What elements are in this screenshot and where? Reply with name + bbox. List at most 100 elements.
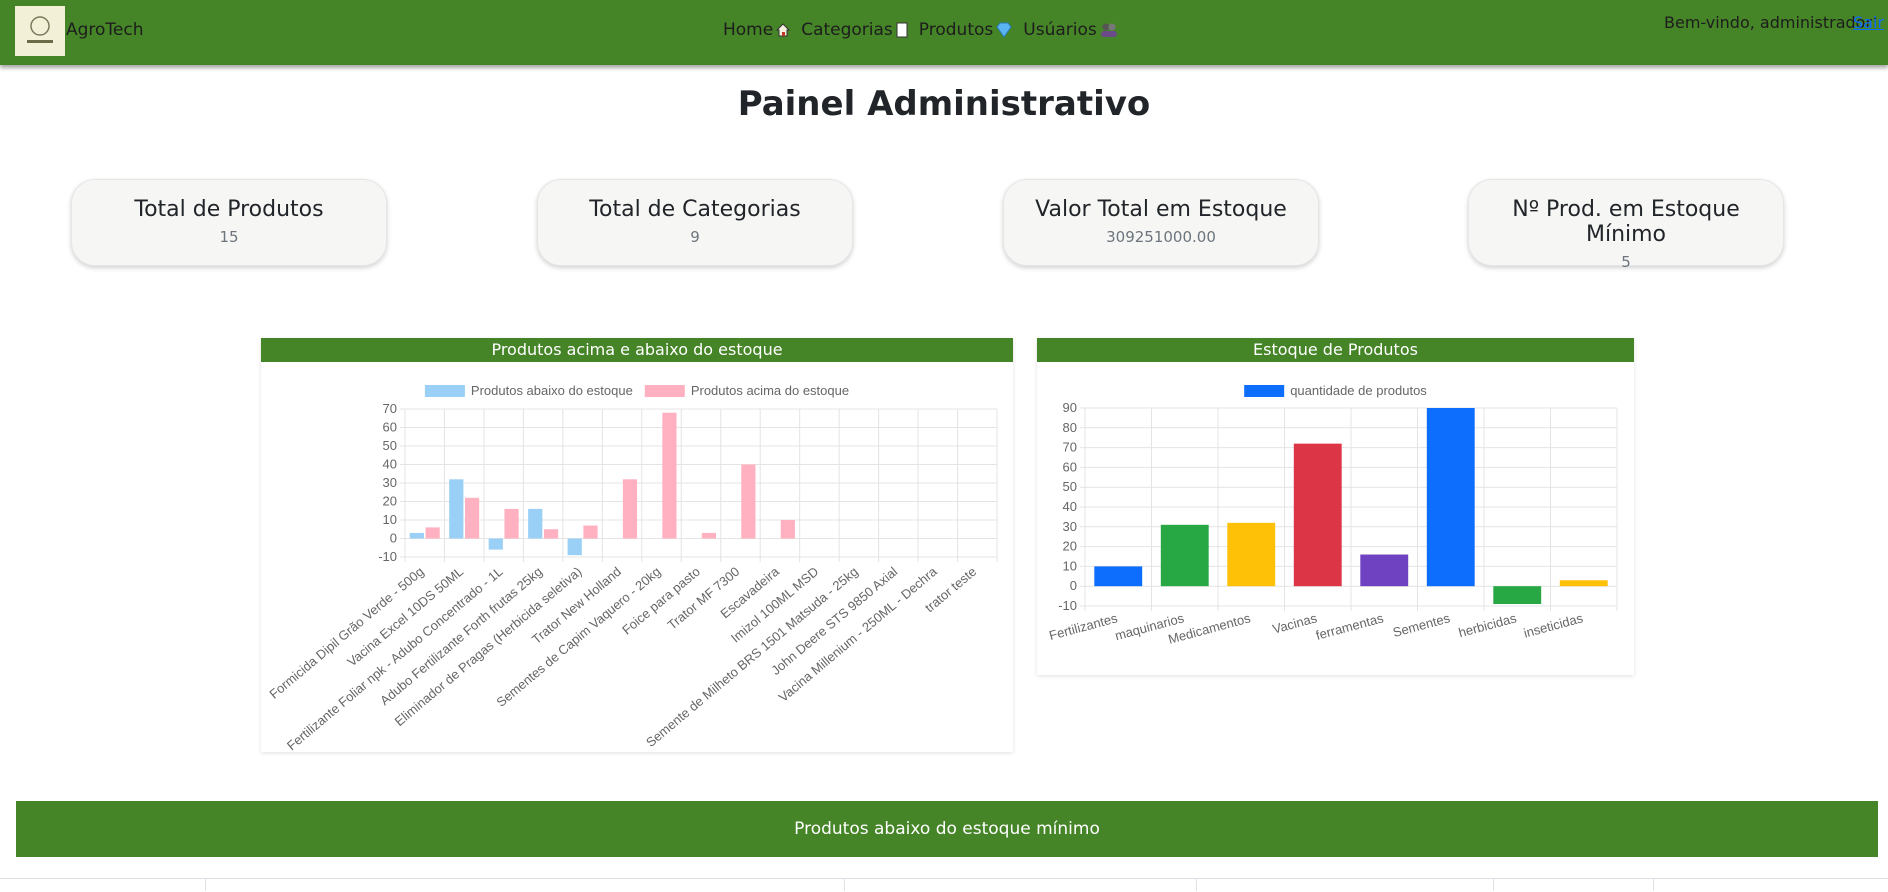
x-tick-label: herbicidas: [1457, 610, 1519, 640]
card-title: Nº Prod. em Estoque Mínimo: [1512, 197, 1740, 247]
y-tick-label: 0: [390, 531, 397, 546]
y-tick-label: 50: [383, 438, 397, 453]
nav-label[interactable]: Home: [723, 20, 774, 40]
y-tick-label: 0: [1070, 578, 1077, 593]
nav-icon: [896, 22, 908, 38]
bar: [1360, 554, 1409, 587]
card-title: Total de Produtos: [134, 197, 324, 222]
x-tick-label: Vacinas: [1271, 610, 1319, 636]
nav-item[interactable]: Home: [723, 20, 791, 40]
bar: [449, 479, 464, 539]
legend-label: Produtos acima do estoque: [691, 383, 849, 398]
y-tick-label: 20: [383, 494, 397, 509]
x-tick-label: Fertilizantes: [1047, 610, 1119, 643]
legend-swatch: [1244, 385, 1285, 397]
y-tick-label: 60: [383, 420, 397, 435]
chart: -100102030405060708090Fertilizantesmaqui…: [1047, 383, 1618, 647]
bar: [1426, 408, 1475, 587]
bar: [1094, 566, 1143, 587]
card-value: 15: [219, 228, 239, 246]
table-row: [0, 878, 1888, 892]
bar: [701, 532, 716, 539]
bar: [567, 538, 582, 556]
logo[interactable]: [15, 6, 65, 56]
y-tick-label: 30: [383, 475, 397, 490]
table-divider: [844, 878, 845, 891]
bar: [1160, 524, 1209, 587]
legend-label: Produtos abaixo do estoque: [471, 383, 633, 398]
legend-item: Produtos abaixo do estoque: [424, 383, 633, 398]
nav-item[interactable]: Produtos: [919, 20, 1013, 40]
nav-icon: [775, 23, 791, 37]
stat-card: Total de Categorias 9: [537, 179, 853, 266]
legend-swatch: [424, 385, 465, 397]
bar: [583, 525, 598, 539]
card-value: 309251000.00: [1106, 228, 1216, 246]
y-tick-label: 10: [1063, 558, 1077, 573]
page-title: Painel Administrativo: [737, 84, 1151, 124]
bar: [504, 508, 519, 539]
bar: [528, 508, 543, 539]
menu: Home Categorias Produtos Usúarios: [723, 20, 1119, 40]
bar: [464, 497, 480, 539]
y-tick-label: 40: [383, 457, 397, 472]
chart-panel: Estoque de Produtos -10 0 10 20 30 40 50 60 70 80…: [1037, 338, 1634, 675]
card-value: 9: [690, 228, 700, 246]
nav-icon: [1100, 23, 1117, 37]
bar: [622, 479, 638, 539]
nav-label[interactable]: Usúarios: [1023, 20, 1097, 40]
bar: [543, 529, 559, 539]
bar: [1293, 443, 1342, 587]
y-tick-label: 70: [1063, 440, 1077, 455]
legend: quantidade de produtos: [1244, 383, 1427, 398]
legend-swatch: [644, 385, 685, 397]
table-divider: [205, 878, 206, 891]
y-tick-label: 70: [383, 401, 397, 416]
y-tick-label: -10: [1058, 598, 1077, 613]
y-tick-label: 20: [1063, 539, 1077, 554]
logout-link[interactable]: Sair: [1853, 13, 1884, 32]
y-tick-label: 10: [383, 512, 397, 527]
stat-card: Nº Prod. em Estoque Mínimo 5: [1468, 179, 1784, 271]
bar: [1227, 522, 1276, 587]
card-title: Total de Categorias: [589, 197, 801, 222]
nav-item[interactable]: Usúarios: [1023, 20, 1118, 40]
table-divider: [1653, 878, 1654, 891]
legend-item: quantidade de produtos: [1244, 383, 1427, 398]
x-tick-label: inseticidas: [1522, 610, 1585, 640]
bar: [488, 538, 503, 550]
nav-label[interactable]: Produtos: [918, 20, 994, 40]
x-tick-label: Sementes: [1391, 610, 1452, 640]
chart-title: Produtos acima e abaixo do estoque: [261, 338, 1013, 362]
stat-card: Total de Produtos 15: [71, 179, 387, 266]
table-divider: [1493, 878, 1494, 891]
y-tick-label: 80: [1063, 420, 1077, 435]
y-tick-label: 40: [1063, 499, 1077, 514]
nav-label[interactable]: Categorias: [801, 20, 893, 40]
bar: [409, 532, 424, 539]
y-tick-label: 90: [1063, 400, 1077, 415]
x-tick-label: ferramentas: [1314, 610, 1385, 643]
card-value: 5: [1621, 253, 1631, 271]
nav-icon: [996, 22, 1012, 38]
bar: [741, 464, 756, 539]
bar: [780, 520, 795, 539]
y-tick-label: 60: [1063, 459, 1077, 474]
y-tick-label: 30: [1063, 519, 1077, 534]
navbar: AgroTech Home Categorias Produtos Usúari…: [0, 0, 1888, 65]
y-tick-label: 50: [1063, 479, 1077, 494]
bar: [1559, 580, 1608, 587]
legend: Produtos abaixo do estoque Produtos acima…: [424, 383, 849, 398]
logo-image: [27, 16, 53, 43]
card-title: Valor Total em Estoque: [1035, 197, 1287, 222]
nav-item[interactable]: Categorias: [801, 20, 909, 40]
chart-title: Estoque de Produtos: [1037, 338, 1634, 362]
bar: [425, 527, 440, 539]
brand[interactable]: AgroTech: [66, 20, 144, 40]
table-divider: [1196, 878, 1197, 891]
bar: [662, 412, 677, 539]
section-header: Produtos abaixo do estoque mínimo: [16, 801, 1878, 857]
stat-card: Valor Total em Estoque 309251000.00: [1003, 179, 1319, 266]
